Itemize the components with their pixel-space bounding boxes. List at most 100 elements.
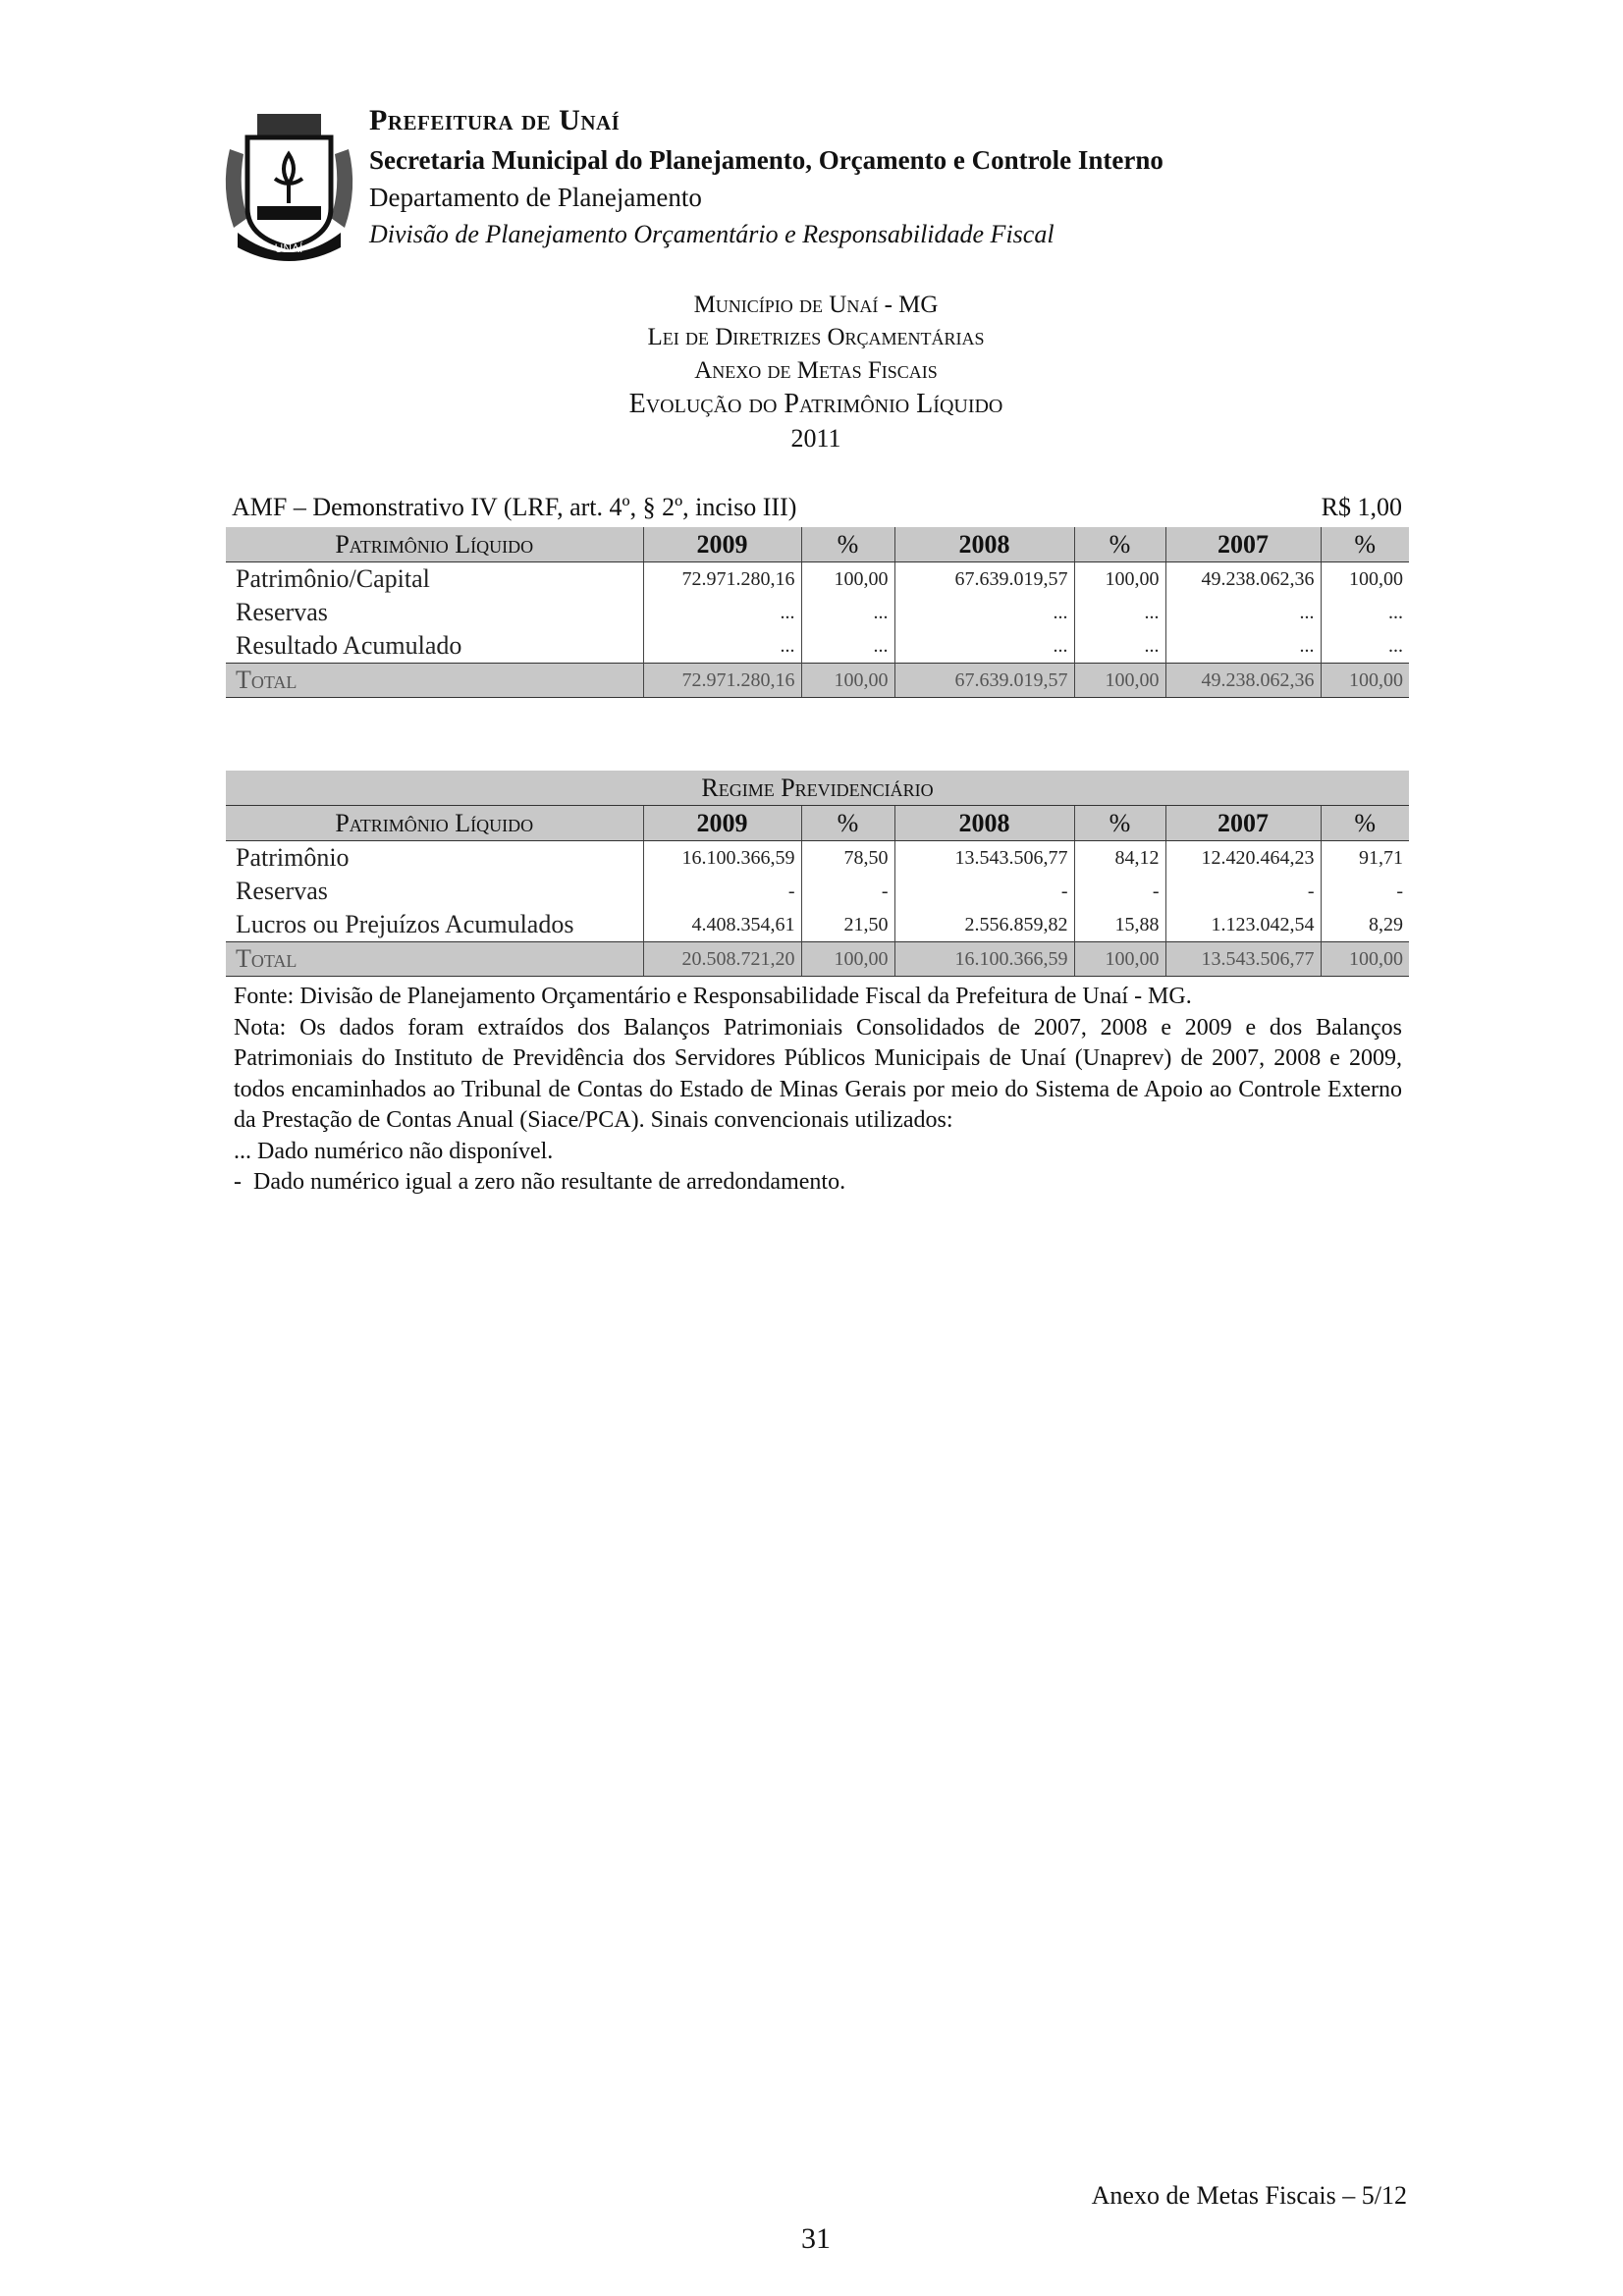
cell-value: 49.238.062,36 bbox=[1164, 561, 1321, 596]
total-row: Total 72.971.280,16 100,00 67.639.019,57 100… bbox=[226, 663, 1409, 698]
title-evolucao: Evolução do Patrimônio Líquido bbox=[628, 389, 1003, 419]
column-header-label: Patrimônio Líquido bbox=[226, 527, 643, 562]
row-label: Reservas bbox=[236, 877, 328, 905]
column-header: % bbox=[1073, 527, 1165, 562]
cell-value: 16.100.366,59 bbox=[642, 840, 801, 875]
notes: Fonte: Divisão de Planejamento Orçamentá… bbox=[234, 982, 1402, 1199]
cell-value: 21,50 bbox=[800, 908, 894, 942]
row-label: Reservas bbox=[236, 598, 328, 626]
cell-value: 78,50 bbox=[800, 840, 894, 875]
cell-value: 100,00 bbox=[1073, 663, 1165, 698]
cell-value: ... bbox=[642, 596, 801, 629]
cell-value: 91,71 bbox=[1320, 840, 1409, 875]
total-row: Total 20.508.721,20 100,00 16.100.366,59 100… bbox=[226, 941, 1409, 977]
cell-value: 100,00 bbox=[1320, 941, 1409, 977]
cell-value: 67.639.019,57 bbox=[893, 561, 1074, 596]
cell-value: 100,00 bbox=[800, 561, 894, 596]
cell-value: ... bbox=[1164, 629, 1321, 664]
column-header: % bbox=[1073, 805, 1165, 841]
cell-value: 12.420.464,23 bbox=[1164, 840, 1321, 875]
cell-value: - bbox=[642, 875, 801, 908]
table-header-row: Patrimônio Líquido 2009% 2008% 2007% bbox=[226, 527, 1409, 562]
svg-text:UNAÍ: UNAÍ bbox=[275, 240, 303, 255]
cell-value: 100,00 bbox=[800, 941, 894, 977]
cell-value: - bbox=[893, 875, 1074, 908]
cell-value: 49.238.062,36 bbox=[1164, 663, 1321, 698]
table-title: Regime Previdenciário bbox=[226, 771, 1409, 806]
divisao-name: Divisão de Planejamento Orçamentário e R… bbox=[369, 220, 1055, 248]
cell-value: 2.556.859,82 bbox=[893, 908, 1074, 942]
annex-footer: Anexo de Metas Fiscais – 5/12 bbox=[1091, 2181, 1407, 2210]
symbol-note-unavailable: ... Dado numérico não disponível. bbox=[234, 1138, 554, 1164]
cell-value: ... bbox=[1073, 629, 1165, 664]
cell-value: 13.543.506,77 bbox=[893, 840, 1074, 875]
cell-value: ... bbox=[1320, 629, 1409, 664]
column-header: 2009 bbox=[642, 805, 801, 841]
column-header: % bbox=[800, 527, 894, 562]
cell-value: ... bbox=[1320, 596, 1409, 629]
table-header-row: Patrimônio Líquido 2009% 2008% 2007% bbox=[226, 805, 1409, 841]
cell-value: 100,00 bbox=[800, 663, 894, 698]
table-row: Resultado Acumulado.................. bbox=[226, 629, 1409, 664]
cell-value: 16.100.366,59 bbox=[893, 941, 1074, 977]
cell-value: 84,12 bbox=[1073, 840, 1165, 875]
cell-value: ... bbox=[800, 629, 894, 664]
source-note: Fonte: Divisão de Planejamento Orçamentá… bbox=[234, 984, 1192, 1009]
row-label: Patrimônio/Capital bbox=[236, 564, 430, 593]
currency-unit: R$ 1,00 bbox=[1321, 493, 1402, 521]
row-label: Resultado Acumulado bbox=[236, 631, 462, 660]
cell-value: ... bbox=[800, 596, 894, 629]
column-header-label: Patrimônio Líquido bbox=[226, 805, 643, 841]
cell-value: 1.123.042,54 bbox=[1164, 908, 1321, 942]
title-lei: Lei de Diretrizes Orçamentárias bbox=[647, 324, 985, 350]
title-municipio: Município de Unaí - MG bbox=[693, 292, 939, 318]
cell-value: ... bbox=[893, 629, 1074, 664]
column-header: 2009 bbox=[642, 527, 801, 562]
row-label: Total bbox=[226, 941, 643, 977]
cell-value: - bbox=[1320, 875, 1409, 908]
title-year: 2011 bbox=[790, 424, 841, 453]
column-header: 2007 bbox=[1164, 805, 1321, 841]
cell-value: 4.408.354,61 bbox=[642, 908, 801, 942]
patrimonio-liquido-table: Patrimônio Líquido 2009% 2008% 2007% Patrim… bbox=[226, 527, 1409, 698]
column-header: 2008 bbox=[893, 527, 1074, 562]
data-note: Nota: Os dados foram extraídos dos Balan… bbox=[234, 1014, 1402, 1134]
column-header: 2008 bbox=[893, 805, 1074, 841]
cell-value: - bbox=[1073, 875, 1165, 908]
cell-value: 67.639.019,57 bbox=[893, 663, 1074, 698]
symbol-note-zero: - Dado numérico igual a zero não resulta… bbox=[234, 1169, 846, 1195]
table-row: Patrimônio 16.100.366,59 78,50 13.543.506,7… bbox=[226, 840, 1409, 875]
cell-value: ... bbox=[1073, 596, 1165, 629]
column-header: % bbox=[1320, 527, 1409, 562]
coat-of-arms-logo: UNAÍ bbox=[225, 114, 353, 261]
cell-value: 100,00 bbox=[1073, 941, 1165, 977]
table-row: Lucros ou Prejuízos Acumulados 4.408.354,… bbox=[226, 908, 1409, 942]
demonstrativo-line: AMF – Demonstrativo IV (LRF, art. 4º, § … bbox=[232, 493, 1402, 522]
table-row: Patrimônio/Capital 72.971.280,16 100,00 67.… bbox=[226, 561, 1409, 596]
cell-value: 100,00 bbox=[1320, 561, 1409, 596]
column-header: 2007 bbox=[1164, 527, 1321, 562]
regime-previdenciario-table: Regime Previdenciário Patrimônio Líquido… bbox=[226, 771, 1409, 977]
table-row: Reservas.................. bbox=[226, 596, 1409, 629]
row-label: Total bbox=[226, 663, 643, 698]
row-label: Lucros ou Prejuízos Acumulados bbox=[236, 910, 574, 938]
title-anexo: Anexo de Metas Fiscais bbox=[694, 357, 938, 384]
page-number: 31 bbox=[801, 2222, 831, 2255]
cell-value: 72.971.280,16 bbox=[642, 561, 801, 596]
cell-value: ... bbox=[1164, 596, 1321, 629]
cell-value: ... bbox=[893, 596, 1074, 629]
cell-value: 8,29 bbox=[1320, 908, 1409, 942]
departamento-name: Departamento de Planejamento bbox=[369, 183, 702, 212]
table-row: Reservas - - - - - - bbox=[226, 875, 1409, 908]
demonstrativo-label: AMF – Demonstrativo IV (LRF, art. 4º, § … bbox=[232, 493, 797, 521]
row-label: Patrimônio bbox=[236, 843, 350, 872]
cell-value: ... bbox=[642, 629, 801, 664]
cell-value: 100,00 bbox=[1073, 561, 1165, 596]
cell-value: 72.971.280,16 bbox=[642, 663, 801, 698]
cell-value: 100,00 bbox=[1320, 663, 1409, 698]
cell-value: - bbox=[1164, 875, 1321, 908]
cell-value: 20.508.721,20 bbox=[642, 941, 801, 977]
secretaria-name: Secretaria Municipal do Planejamento, Or… bbox=[369, 145, 1163, 175]
cell-value: - bbox=[800, 875, 894, 908]
column-header: % bbox=[800, 805, 894, 841]
